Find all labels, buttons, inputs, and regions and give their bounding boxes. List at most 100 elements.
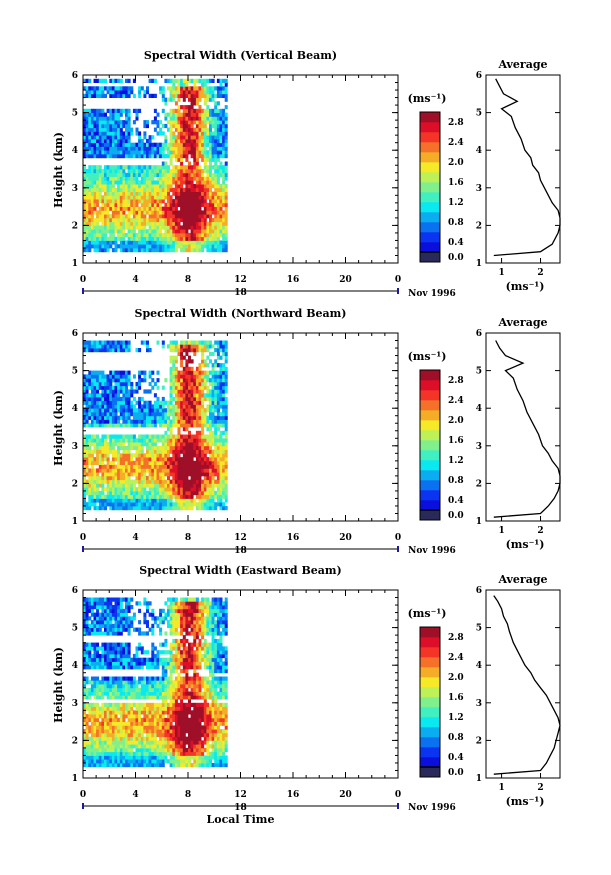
heatmap-cell [104, 601, 107, 606]
heatmap-cell [209, 157, 212, 162]
heatmap-cell [101, 717, 105, 722]
heatmap-cell [169, 430, 173, 435]
heatmap-cell [185, 248, 189, 253]
heatmap-cell [83, 747, 86, 753]
heatmap-cell [214, 206, 218, 211]
heatmap-cell [148, 195, 152, 200]
heatmap-cell [104, 714, 107, 719]
average-y-tick-label: 3 [476, 184, 482, 194]
heatmap-cell [88, 225, 92, 230]
heatmap-cell [185, 389, 189, 394]
heatmap-cell [125, 93, 128, 98]
heatmap-cell [114, 498, 118, 503]
heatmap-cell [193, 161, 197, 166]
heatmap-cell [109, 225, 113, 230]
heatmap-cell [193, 490, 197, 496]
heatmap-cell [190, 187, 194, 192]
heatmap-cell [214, 393, 218, 398]
heatmap-cell [114, 112, 118, 117]
heatmap-cell [146, 483, 149, 488]
heatmap-cell [214, 363, 218, 368]
average-y-tick-label: 1 [476, 259, 482, 269]
heatmap-cell [148, 490, 152, 496]
x-tick-label: 8 [185, 275, 191, 285]
heatmap-cell [98, 210, 102, 215]
heatmap-cell [125, 217, 128, 223]
heatmap-cell [117, 623, 121, 628]
heatmap-cell [195, 475, 199, 481]
heatmap-cell [201, 214, 205, 219]
heatmap-cell [117, 732, 121, 738]
heatmap-cell [201, 374, 205, 379]
heatmap-cell [153, 93, 157, 98]
heatmap-cell [106, 142, 110, 147]
heatmap-cell [159, 468, 163, 473]
heatmap-cell [146, 244, 149, 249]
colorbar-tick-label: 1.6 [448, 178, 464, 188]
heatmap-cell [156, 438, 160, 443]
heatmap-cell [206, 344, 210, 349]
heatmap-cell [172, 490, 176, 496]
heatmap-cell [111, 248, 115, 253]
heatmap-cell [172, 438, 176, 443]
heatmap-cell [167, 180, 170, 185]
heatmap-cell [114, 744, 118, 749]
heatmap-cell [156, 150, 160, 155]
heatmap-cell [83, 225, 86, 230]
heatmap-cell [93, 498, 97, 503]
heatmap-cell [101, 176, 105, 181]
heatmap-cell [98, 502, 102, 507]
heatmap-cell [90, 744, 94, 749]
heatmap-cell [122, 381, 126, 387]
heatmap-cell [219, 396, 223, 402]
heatmap-cell [214, 244, 218, 249]
heatmap-cell [106, 702, 110, 707]
heatmap-cell [106, 616, 110, 621]
average-y-tick-label: 4 [476, 146, 482, 156]
heatmap-cell [104, 605, 107, 610]
heatmap-cell [101, 180, 105, 185]
heatmap-cell [188, 412, 191, 417]
heatmap-cell [146, 442, 149, 447]
heatmap-cell [143, 225, 147, 230]
heatmap-cell [211, 483, 215, 488]
heatmap-cell [104, 751, 107, 756]
heatmap-cell [177, 120, 181, 125]
heatmap-cell [132, 165, 136, 170]
heatmap-cell [85, 423, 89, 428]
heatmap-cell [172, 468, 176, 473]
heatmap-cell [90, 138, 94, 144]
heatmap-cell [198, 236, 202, 241]
heatmap-cell [216, 404, 220, 409]
heatmap-cell [164, 225, 168, 230]
heatmap-cell [117, 120, 121, 125]
heatmap-cell [167, 210, 170, 215]
heatmap-cell [83, 221, 86, 226]
heatmap-cell [104, 404, 107, 409]
heatmap-cell [174, 366, 178, 371]
heatmap-cell [117, 400, 121, 405]
heatmap-cell [211, 408, 215, 413]
heatmap-cell [88, 706, 92, 711]
heatmap-cell [106, 494, 110, 499]
heatmap-cell [109, 627, 113, 632]
heatmap-cell [193, 131, 197, 136]
heatmap-cell [96, 187, 100, 192]
heatmap-cell [143, 404, 147, 409]
heatmap-cell [106, 248, 110, 253]
heatmap-cell [85, 502, 89, 507]
heatmap-cell [135, 195, 139, 200]
heatmap-cell [127, 131, 131, 136]
heatmap-cell [177, 165, 181, 170]
heatmap-cell [109, 725, 113, 730]
heatmap-cell [211, 400, 215, 405]
heatmap-cell [138, 475, 142, 481]
heatmap-cell [140, 449, 144, 454]
heatmap-cell [85, 116, 89, 121]
heatmap-cell [198, 154, 202, 159]
heatmap-cell [83, 195, 86, 200]
heatmap-cell [188, 184, 191, 189]
heatmap-cell [88, 400, 92, 405]
heatmap-cell [117, 221, 121, 226]
heatmap-cell [101, 385, 105, 390]
